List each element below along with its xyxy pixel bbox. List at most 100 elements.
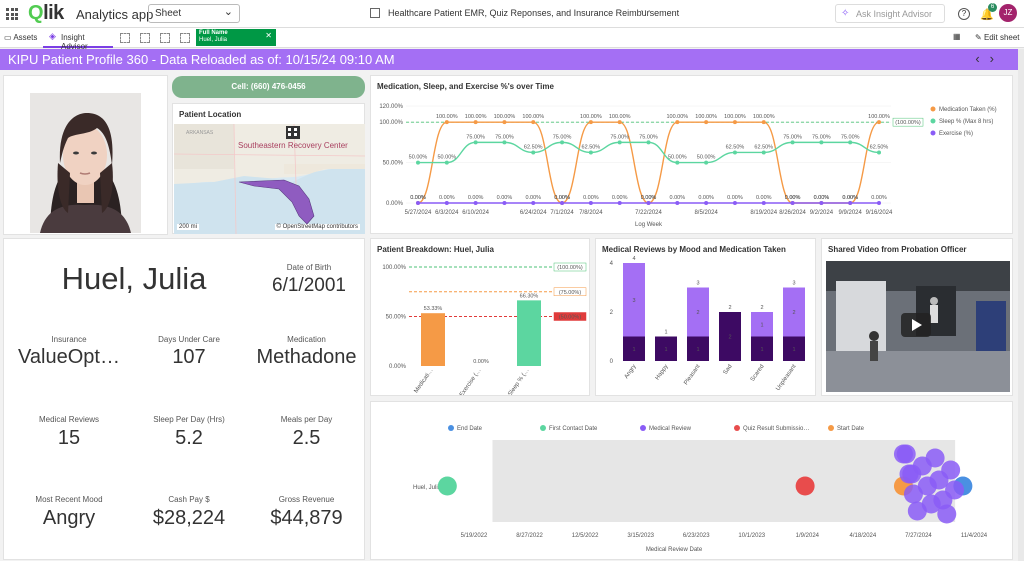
legend-marker	[930, 106, 936, 112]
reference-label-box	[553, 262, 587, 272]
location-title: Patient Location	[179, 110, 242, 119]
sheet-nav[interactable]: ‹›	[975, 51, 1004, 66]
bar-segment	[655, 336, 677, 361]
bar-segment	[783, 336, 805, 361]
close-icon[interactable]: ✕	[265, 31, 272, 40]
chevron-right-icon[interactable]: ›	[989, 51, 1004, 66]
segment-label: 1	[760, 347, 763, 353]
bell-icon[interactable]: 🔔	[980, 9, 994, 21]
data-label: 50.00%	[409, 155, 428, 161]
location-panel: Patient Location Southeastern Recovery C…	[172, 103, 366, 235]
scatter-point	[925, 448, 945, 468]
legend-label: Quiz Result Submissio…	[743, 426, 809, 432]
data-point	[473, 140, 478, 145]
data-point	[531, 150, 536, 155]
total-label: 2	[760, 305, 763, 311]
smart-search-icon[interactable]	[120, 33, 130, 43]
x-tick-label: 9/2/2024	[810, 210, 834, 216]
data-label: 62.50%	[582, 144, 601, 150]
step-forward-icon[interactable]	[160, 33, 170, 43]
data-label: 0.00%	[698, 195, 714, 201]
scatter-point	[945, 480, 965, 500]
data-point	[704, 160, 709, 165]
insight-search-input[interactable]: Ask Insight Advisor	[835, 4, 945, 23]
chevron-left-icon[interactable]: ‹	[975, 51, 990, 66]
bar-segment	[719, 312, 741, 361]
chip-value: Huel, Julia	[199, 37, 228, 43]
data-label: 0.00%	[842, 195, 858, 201]
line-chart[interactable]: 120.00% 100.00% 50.00% 0.00% (100.00%) 5/27/2…	[371, 76, 1012, 233]
x-tick-label: 12/5/2022	[572, 533, 599, 539]
edit-sheet-button[interactable]: ✎ Edit sheet	[975, 33, 1020, 42]
segment-label: 1	[792, 347, 795, 353]
selection-chip[interactable]: Full Name Huel, Julia ✕	[196, 29, 276, 46]
x-tick-label: 5/27/2024	[405, 210, 432, 216]
sleep-value: 5.2	[175, 427, 203, 449]
data-label: 0.00%	[756, 195, 772, 201]
data-point	[732, 201, 737, 205]
map[interactable]: Southeastern Recovery Center ARKANSAS	[173, 123, 366, 235]
step-back-icon[interactable]	[140, 33, 150, 43]
timeline-chart[interactable]: Huel, Julia 5/19/2022 8/27/2022 12/5/2022 3/…	[371, 402, 1012, 559]
more-menu-icon[interactable]: ···	[640, 5, 651, 17]
grid-view-icon[interactable]: ▦	[953, 32, 961, 41]
data-label: 100.00%	[465, 114, 487, 120]
bar-value-label: 66.30%	[520, 293, 539, 299]
edit-sheet-label: Edit sheet	[983, 33, 1020, 42]
x-tick-label: 11/4/2024	[961, 533, 988, 539]
x-tick-label: 3/15/2023	[627, 533, 654, 539]
insurance-value: ValueOpt…	[18, 346, 120, 368]
data-label: 0.00%	[497, 195, 513, 201]
data-label: 100.00%	[494, 114, 516, 120]
x-tick-label: 6/10/2024	[462, 210, 489, 216]
data-label: 62.50%	[726, 144, 745, 150]
y-tick-label: 120.00%	[379, 104, 403, 110]
map-attribution[interactable]: © OpenStreetMap contributors	[274, 224, 360, 230]
legend-marker	[930, 118, 936, 124]
call-button[interactable]: Cell: (660) 476-0456	[172, 76, 365, 98]
breakdown-chart[interactable]: 100.00% 50.00% 0.00% (100.00%) (75.00%) (50.0…	[371, 239, 589, 395]
sheet-select[interactable]: Sheet	[148, 4, 240, 23]
data-label: 75.00%	[610, 134, 629, 140]
data-label: 75.00%	[841, 134, 860, 140]
legend-marker	[734, 425, 740, 431]
timeline-panel: Huel, Julia 5/19/2022 8/27/2022 12/5/2022 3/…	[370, 401, 1013, 560]
data-label: 100.00%	[580, 114, 602, 120]
help-icon[interactable]: ?	[958, 8, 970, 20]
data-label: 75.00%	[553, 134, 572, 140]
reference-line-label: (100.00%)	[895, 120, 921, 126]
data-label: 100.00%	[609, 114, 631, 120]
data-label: 100.00%	[695, 114, 717, 120]
medication-label: Medication	[287, 335, 326, 344]
y-tick-label: 0.00%	[386, 201, 404, 207]
data-label: 62.50%	[870, 144, 889, 150]
legend-label: Medical Review	[649, 426, 692, 432]
data-label: 0.00%	[554, 195, 570, 201]
profile-kpi-panel: Huel, Julia Date of Birth 6/1/2001 Insura…	[3, 238, 365, 560]
app-menu-icon[interactable]	[6, 8, 18, 20]
x-tick-label: 6/3/2024	[435, 210, 459, 216]
mood-panel: Medical Reviews by Mood and Medication T…	[595, 238, 816, 396]
clear-selections-icon[interactable]	[180, 33, 190, 43]
mood-value: Angry	[42, 507, 96, 529]
scrollbar[interactable]	[1018, 49, 1024, 561]
y-tick-label: 50.00%	[383, 161, 404, 167]
data-point	[560, 201, 565, 205]
data-label: 0.00%	[785, 195, 801, 201]
x-axis-title: Medical Review Date	[646, 547, 703, 553]
pencil-icon: ✎	[975, 33, 984, 42]
legend-label: Medication Taken (%)	[939, 107, 997, 113]
avatar[interactable]: JZ	[999, 4, 1017, 22]
data-label: 100.00%	[436, 114, 458, 120]
x-tick-label: 6/23/2023	[683, 533, 710, 539]
x-tick-label: Happy	[655, 364, 670, 382]
qlik-logo[interactable]: Qlik	[28, 2, 64, 24]
facility-marker-icon[interactable]	[286, 126, 300, 139]
insight-advisor-button[interactable]: Insight Advisor	[43, 28, 113, 51]
mood-chart[interactable]: 4 2 0 1 3 4 Angry 1 1 Happy 1 2 3 Pleasant 2 2 Sad 1 1 2 Sca…	[596, 239, 815, 395]
total-label: 4	[632, 256, 635, 262]
bar-segment	[687, 287, 709, 337]
video-player[interactable]	[826, 261, 1010, 392]
assets-button[interactable]: ▭ Assets	[4, 33, 37, 42]
scatter-point	[795, 476, 815, 496]
